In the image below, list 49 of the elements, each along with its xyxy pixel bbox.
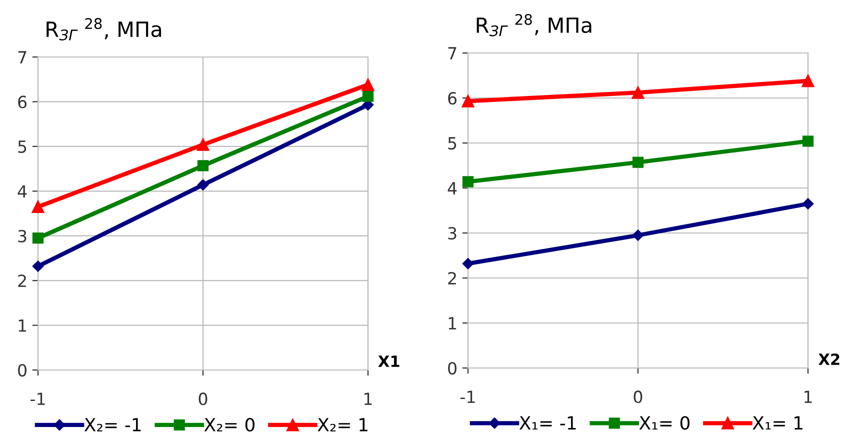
point (802, 198, 814, 210)
point (632, 86, 644, 99)
point (802, 136, 814, 147)
point (462, 258, 474, 270)
legend-label: X₂= 1 (318, 418, 368, 432)
legend-label: X₁= 1 (752, 416, 802, 430)
point (32, 260, 44, 272)
legend-label: X₁= -1 (519, 416, 576, 430)
legend-label: X₂= -1 (84, 418, 141, 432)
point (362, 78, 374, 91)
y-tick-label: 0 (448, 362, 456, 375)
y-tick-label: 4 (18, 185, 27, 198)
point (632, 156, 644, 168)
x-tick-label: 1 (364, 392, 372, 405)
point (197, 179, 209, 190)
y-tick-label: 5 (18, 140, 26, 153)
chart-title: R$_{ЗГ}$ $^{28}$, МПа (476, 14, 592, 36)
legend-label: X₁= 0 (639, 416, 690, 430)
point (32, 200, 44, 214)
y-tick-label: 5 (448, 137, 456, 150)
y-tick-label: 0 (18, 364, 26, 377)
x-tick-label: 1 (804, 390, 812, 403)
y-tick-label: 6 (18, 96, 27, 108)
y-tick-label: 6 (448, 92, 457, 105)
y-tick-label: 1 (448, 317, 456, 330)
y-tick-label: 7 (18, 51, 26, 64)
x-axis-title: X1 (378, 356, 400, 367)
point (462, 176, 474, 188)
point (196, 138, 210, 151)
legend-label: X₂= 0 (204, 418, 255, 432)
point (632, 230, 644, 241)
y-tick-label: 2 (448, 272, 456, 284)
point (802, 74, 814, 88)
y-tick-label: 3 (448, 226, 456, 240)
point (362, 90, 374, 102)
x-tick-label: -1 (30, 392, 45, 405)
x-tick-label: -1 (460, 390, 475, 403)
y-tick-label: 3 (18, 230, 26, 242)
y-tick-label: 1 (18, 319, 26, 332)
y-tick-label: 4 (448, 182, 457, 194)
chart-title: R$_{ЗГ}$ $^{28}$, МПа (46, 18, 162, 40)
point (32, 232, 44, 244)
point (197, 160, 209, 172)
x-tick-label: 0 (198, 392, 208, 406)
x-axis-title: X2 (818, 353, 840, 365)
point (462, 94, 474, 108)
x-tick-label: 0 (634, 390, 642, 404)
y-tick-label: 7 (448, 47, 456, 60)
y-tick-label: 2 (18, 274, 26, 287)
